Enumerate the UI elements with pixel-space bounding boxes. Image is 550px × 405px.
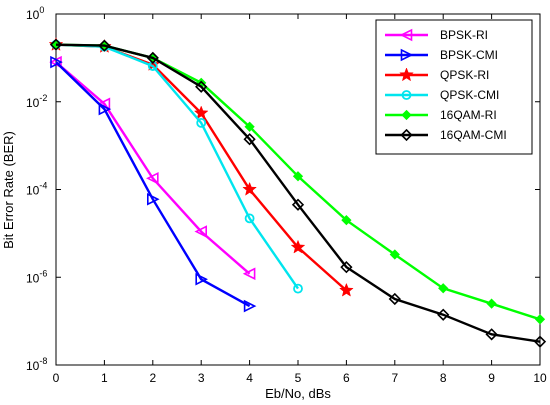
x-tick-label: 8	[440, 371, 447, 385]
data-point	[293, 283, 303, 294]
legend-marker	[401, 109, 412, 121]
x-tick-label: 5	[295, 371, 302, 385]
data-point	[486, 298, 497, 309]
data-point	[194, 225, 207, 238]
data-point	[195, 80, 208, 93]
data-point	[147, 192, 160, 206]
series-group	[48, 37, 547, 348]
legend-marker	[400, 48, 414, 62]
x-tick-label: 10	[533, 371, 547, 385]
data-point	[485, 328, 498, 341]
data-point	[146, 51, 159, 65]
legend: BPSK-RI BPSK-CMI QPSK-RI QPSK-CMI 16QAM-RI 16…	[375, 19, 533, 155]
data-point	[292, 171, 304, 182]
x-tick-label: 7	[391, 371, 398, 385]
series-bpsk-ri	[49, 55, 256, 281]
legend-item-16qam-ri: 16QAM-RI	[385, 108, 497, 122]
series-line	[55, 43, 541, 343]
data-point	[534, 314, 546, 325]
data-point	[242, 267, 256, 281]
data-point	[290, 239, 306, 254]
series-line	[55, 61, 251, 308]
legend-label: 16QAM-RI	[440, 108, 497, 122]
y-tick-label: 10-8	[26, 356, 47, 373]
legend-label: 16QAM-CMI	[440, 128, 507, 142]
data-point	[438, 283, 449, 294]
data-point	[50, 55, 63, 69]
legend-label: QPSK-RI	[440, 68, 489, 82]
data-point	[98, 102, 112, 116]
data-point	[388, 292, 401, 306]
x-tick-label: 4	[246, 371, 253, 385]
x-axis-title: Eb/No, dBs	[265, 386, 331, 401]
data-point	[244, 213, 255, 224]
x-tick-label: 2	[149, 371, 156, 385]
legend-marker	[401, 90, 412, 100]
legend-label: QPSK-CMI	[440, 88, 499, 102]
axis-ticks: 0 1 2 3 4 5 6 7 8 9 10 100 10-2 10-4 10-6 10-8	[26, 5, 547, 385]
legend-item-bpsk-cmi: BPSK-CMI	[385, 48, 498, 62]
y-tick-label: 10-2	[26, 93, 47, 110]
legend-marker	[399, 28, 413, 42]
data-point	[341, 215, 352, 226]
series-bpsk-cmi	[50, 55, 257, 313]
x-tick-label: 0	[53, 371, 60, 385]
data-point	[242, 181, 257, 196]
data-point	[244, 121, 255, 132]
legend-marker	[399, 67, 414, 82]
y-tick-label: 10-4	[26, 181, 47, 198]
data-point	[98, 39, 111, 52]
data-point	[196, 117, 207, 128]
legend-item-16qam-cmi: 16QAM-CMI	[385, 128, 507, 142]
data-point	[339, 282, 354, 297]
data-point	[437, 308, 450, 321]
y-tick-label: 100	[26, 5, 44, 22]
legend-item-qpsk-ri: QPSK-RI	[385, 67, 489, 82]
legend-label: BPSK-RI	[440, 28, 488, 42]
data-point	[340, 261, 353, 274]
x-tick-label: 3	[198, 371, 205, 385]
x-tick-label: 1	[101, 371, 108, 385]
data-point	[193, 105, 209, 120]
data-point	[389, 249, 400, 260]
series-16qam-cmi	[49, 38, 547, 348]
legend-marker	[400, 128, 413, 142]
data-point	[49, 38, 63, 51]
data-point	[195, 272, 208, 286]
x-tick-label: 9	[488, 371, 495, 385]
y-axis-title: Bit Error Rate (BER)	[1, 131, 16, 249]
y-tick-label: 10-6	[26, 268, 47, 285]
series-line	[55, 61, 251, 275]
data-point	[291, 198, 305, 211]
legend-box	[375, 19, 533, 155]
data-point	[243, 299, 257, 313]
legend-item-qpsk-cmi: QPSK-CMI	[385, 88, 499, 102]
data-point	[146, 172, 159, 185]
data-point	[533, 335, 547, 348]
legend-label: BPSK-CMI	[440, 48, 498, 62]
data-point	[243, 133, 256, 146]
x-tick-label: 6	[343, 371, 350, 385]
legend-item-bpsk-ri: BPSK-RI	[385, 28, 488, 42]
